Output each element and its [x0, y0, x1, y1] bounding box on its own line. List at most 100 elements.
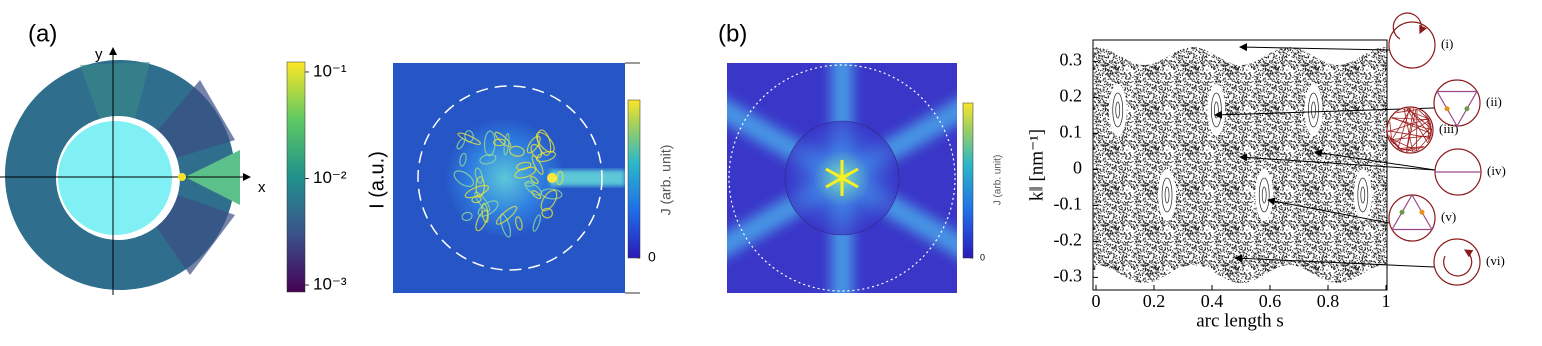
orbit-chord	[1429, 119, 1432, 142]
colorbar-tick-label: 10⁻²	[313, 168, 347, 187]
source	[178, 173, 186, 181]
current-filament	[461, 211, 473, 222]
pointer-arrow	[1267, 197, 1390, 224]
current-filament	[537, 129, 552, 156]
orbit-chord	[1389, 135, 1432, 141]
orbit-path	[1392, 12, 1427, 40]
orbit-chord	[1388, 133, 1404, 152]
current-filament	[535, 150, 556, 163]
orbit-chord	[1415, 108, 1418, 152]
current-filament	[514, 166, 537, 179]
y-tick-label: 0	[1073, 158, 1082, 178]
orbit-chord	[1403, 108, 1414, 152]
orbit-label: (v)	[1441, 209, 1456, 224]
current-filament	[530, 143, 543, 159]
colorbar	[627, 99, 641, 259]
orbit-chord	[1399, 146, 1426, 151]
y-tick-label: 0.2	[1060, 86, 1083, 106]
island-orbit	[1311, 101, 1316, 119]
island-orbit	[1258, 177, 1270, 213]
current-map	[393, 63, 625, 293]
forbidden-region	[1093, 265, 1387, 290]
pointer-arrow	[1314, 149, 1436, 171]
orbit-chord	[1388, 135, 1403, 152]
axis-label: x	[258, 179, 266, 196]
orbit-chord	[1406, 108, 1432, 131]
current-map	[727, 63, 957, 293]
current-filament	[459, 152, 467, 167]
map-beam	[550, 170, 625, 186]
orbit-label: (iv)	[1487, 163, 1506, 178]
y-tick-label: -0.2	[1054, 230, 1083, 250]
colorbar	[286, 61, 306, 293]
x-tick-label: 1	[1382, 291, 1391, 311]
panel-label: (b)	[718, 20, 747, 47]
y-tick-label: -0.1	[1054, 194, 1083, 214]
boundary	[728, 64, 956, 292]
panel-label: (a)	[28, 20, 57, 47]
axis-label: y	[95, 46, 103, 63]
orbit-circle	[1433, 238, 1481, 286]
x-tick-label: 0	[1092, 291, 1101, 311]
current-filament	[526, 135, 541, 154]
current-filament	[532, 214, 541, 232]
island-orbit	[1115, 101, 1121, 119]
ring-shade	[120, 80, 235, 275]
orbit-label: (ii)	[1486, 94, 1502, 109]
plot-frame	[1092, 39, 1388, 291]
y-tick-label: -0.3	[1054, 266, 1083, 286]
current-filament	[515, 161, 532, 171]
colorbar-tick-label: 10⁻¹	[313, 61, 347, 80]
orbit-chord	[1391, 119, 1431, 145]
orbit-chord	[1406, 124, 1432, 152]
pointer-arrow	[1234, 254, 1435, 268]
current-filament	[540, 188, 563, 200]
current-filament	[494, 131, 512, 148]
current-filament	[541, 207, 554, 219]
current-filament	[531, 190, 542, 200]
forbidden-region	[1093, 40, 1387, 65]
colorbar-tick-label: 10⁻³	[313, 275, 347, 294]
bounce-point	[1419, 209, 1425, 215]
island	[1158, 169, 1177, 221]
orbit-label: (i)	[1441, 36, 1453, 51]
orbit-chord	[1397, 108, 1411, 150]
pointer-arrow	[1239, 153, 1436, 171]
current-filament	[556, 170, 564, 186]
orbit-chord	[1401, 108, 1431, 120]
current-filament	[524, 182, 542, 196]
star	[825, 160, 859, 196]
hotspot	[547, 173, 557, 183]
boundary	[417, 85, 603, 271]
colorbar-tick-label: 0	[648, 249, 656, 265]
current-filament	[481, 202, 489, 223]
current-filament	[456, 138, 466, 150]
current-filament	[540, 189, 558, 212]
x-tick-label: 0.8	[1317, 291, 1340, 311]
island-orbit	[1210, 92, 1222, 128]
current-filament	[453, 170, 475, 188]
current-filament	[483, 130, 496, 157]
y-axis-label: k‖ [nm⁻¹]	[1026, 129, 1047, 201]
y-tick-label: 0.1	[1060, 122, 1083, 142]
current-filament	[479, 153, 497, 165]
current-filament	[474, 167, 483, 184]
orbit-circle	[1388, 21, 1436, 69]
current-filament	[515, 216, 523, 231]
current-pattern	[453, 129, 564, 238]
island-orbit	[1357, 177, 1369, 213]
orbit-chord	[1388, 117, 1430, 133]
x-tick-label: 0.4	[1201, 291, 1224, 311]
orbit-chord	[1390, 116, 1432, 135]
current-filament	[503, 132, 510, 156]
colorbar-tick-label: 0	[980, 252, 985, 262]
orbit-chord	[1416, 108, 1432, 123]
chaotic-sea	[1093, 40, 1387, 290]
colorbar	[962, 102, 974, 259]
colorbar-label: J (arb. unit)	[993, 155, 1004, 206]
x-tick-label: 0.6	[1259, 291, 1282, 311]
map-glow	[445, 118, 565, 238]
orbit-chord	[1405, 108, 1429, 145]
orbit-sketches[interactable]: (i) (ii) (iii) (iv) (v) (vi)	[1214, 12, 1506, 286]
